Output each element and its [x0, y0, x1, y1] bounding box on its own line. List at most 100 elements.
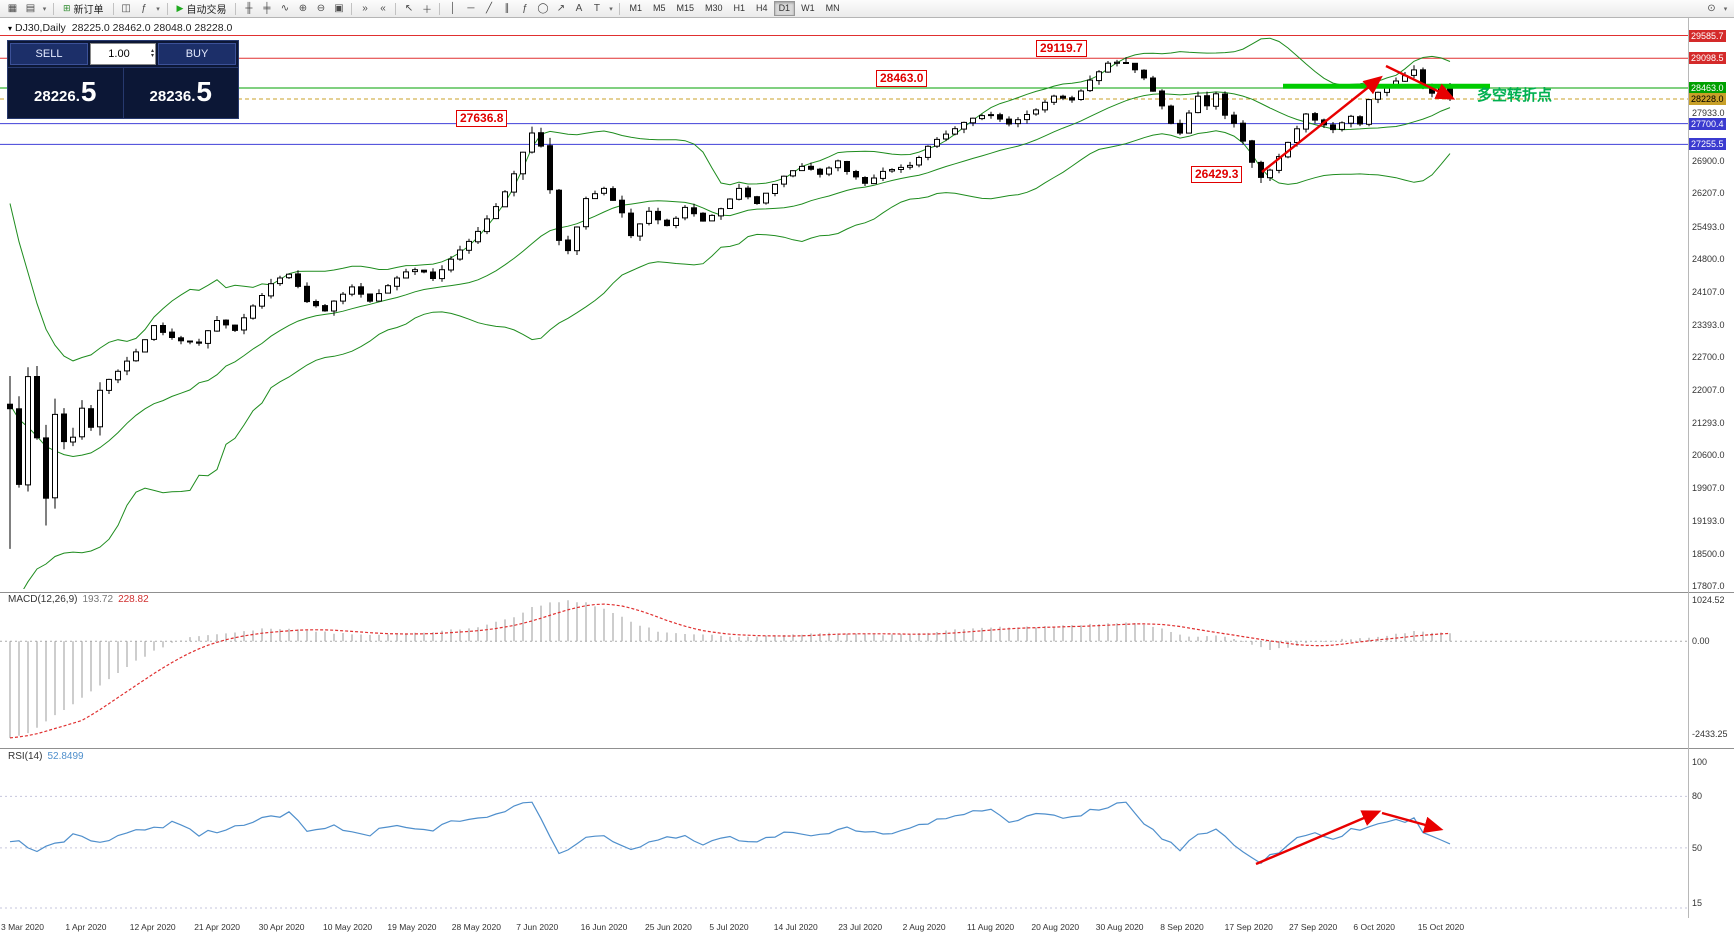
indicators-icon[interactable]: ƒ	[141, 3, 147, 14]
trendline-icon[interactable]: ╱	[485, 3, 492, 14]
fibonacci-icon[interactable]: ƒ	[522, 3, 528, 14]
macd-axis-zero: 0.00	[1692, 636, 1710, 646]
sell-price[interactable]: 28226. 5	[8, 68, 123, 118]
toolbar-separator	[235, 2, 237, 15]
timeframe-mn[interactable]: MN	[825, 3, 840, 13]
date-label: 25 Jun 2020	[645, 922, 692, 932]
date-label: 15 Oct 2020	[1417, 922, 1465, 932]
buy-price-big-digit: 5	[196, 76, 212, 107]
price-callout[interactable]: 27636.8	[456, 110, 508, 127]
quick-nav-icon[interactable]: ▾	[1723, 5, 1728, 13]
ohlc-values: 28225.0 28462.0 28048.0 28228.0	[71, 22, 233, 34]
main-toolbar: ▦ ▤ ▾ ⊞ 新订单 ◫ ƒ ▾ ▶ 自动交易 ╫ ╪ ∿ ⊕ ⊖ ▣ » « ↖ ＋ │ ─ ╱ ∥ ƒ ◯ ↗ A T ▾ M1 M5 M…	[0, 0, 1734, 18]
price-callout[interactable]: 28463.0	[876, 70, 928, 87]
price-axis-label: 19907.0	[1692, 482, 1725, 493]
line-chart-icon[interactable]: ∿	[280, 3, 290, 14]
rsi-axis-80: 80	[1692, 791, 1703, 801]
lot-decrease-icon[interactable]: ▾	[150, 53, 154, 59]
rsi-axis-15: 15	[1692, 898, 1703, 908]
search-icon[interactable]: ⊙	[1707, 3, 1716, 14]
chart-mode-icon[interactable]: ◫	[121, 3, 131, 14]
timeframe-h4[interactable]: H4	[756, 3, 768, 13]
crosshair-icon[interactable]: ＋	[421, 5, 432, 16]
date-axis[interactable]: 3 Mar 2020 1 Apr 2020 12 Apr 2020 21 Apr 20…	[0, 918, 1734, 939]
turning-point-annotation[interactable]: 多空转折点	[1477, 87, 1553, 104]
tile-windows-icon[interactable]: ▣	[334, 3, 344, 14]
date-label: 27 Sep 2020	[1289, 922, 1338, 932]
macd-axis-min: -2433.25	[1692, 729, 1728, 739]
date-label: 23 Jul 2020	[838, 922, 883, 932]
timeframe-m30[interactable]: M30	[705, 3, 723, 13]
chart-profiles-icon[interactable]: ▤	[25, 3, 36, 14]
sell-button[interactable]: SELL	[10, 43, 88, 65]
date-label: 17 Sep 2020	[1224, 922, 1273, 932]
price-axis-label: 17807.0	[1692, 580, 1725, 591]
new-order-button[interactable]: ⊞ 新订单	[58, 1, 109, 16]
text-icon[interactable]: A	[575, 3, 583, 14]
zoom-out-icon[interactable]: ⊖	[316, 3, 326, 14]
macd-main-value: 193.72	[82, 594, 114, 605]
timeframe-d1[interactable]: D1	[773, 1, 796, 16]
main-chart-layer[interactable]	[0, 35, 1688, 606]
sell-price-main: 28226.	[34, 88, 80, 105]
horizontal-line-icon[interactable]: ─	[467, 3, 475, 14]
timeframe-m1[interactable]: M1	[629, 3, 642, 13]
lot-increase-icon[interactable]: ▴	[150, 48, 154, 54]
macd-signal-value: 228.82	[118, 594, 149, 605]
price-callout[interactable]: 26429.3	[1191, 166, 1243, 183]
chart-list-dropdown-icon[interactable]: ▾	[42, 5, 47, 13]
timeframe-m15[interactable]: M15	[676, 3, 695, 13]
text-label-icon[interactable]: T	[593, 3, 601, 14]
arrows-tool-icon[interactable]: ↗	[556, 3, 566, 14]
tools-dropdown-icon[interactable]: ▾	[609, 5, 613, 13]
auto-scroll-icon[interactable]: »	[362, 3, 368, 14]
bar-chart-icon[interactable]: ╫	[245, 3, 253, 14]
macd-indicator-label: MACD(12,26,9) 193.72 228.82	[8, 594, 149, 605]
price-axis-label: 21293.0	[1692, 418, 1725, 429]
rsi-layer[interactable]	[0, 795, 1688, 909]
price-axis-label: 22700.0	[1692, 352, 1725, 363]
price-axis-label: 20600.0	[1692, 450, 1725, 461]
lot-size-input[interactable]: 1.00 ▴ ▾	[90, 43, 156, 65]
price-callout[interactable]: 29119.7	[1036, 40, 1087, 57]
buy-price-main: 28236.	[149, 88, 196, 105]
date-label: 3 Mar 2020	[1, 922, 44, 932]
price-axis[interactable]: 27933.0 26900.0 26207.0 25493.0 24800.0 24107…	[1689, 18, 1734, 918]
date-label: 14 Jul 2020	[773, 922, 818, 932]
price-axis-label: 23393.0	[1692, 319, 1725, 330]
timeframe-m5[interactable]: M5	[652, 3, 666, 13]
rsi-panel-separator[interactable]	[0, 748, 1734, 749]
macd-layer[interactable]	[0, 600, 1688, 739]
toolbar-separator	[395, 2, 397, 15]
vertical-line-icon[interactable]: │	[449, 3, 457, 14]
rsi-name: RSI(14)	[8, 751, 43, 762]
date-label: 7 Jun 2020	[516, 922, 559, 932]
buy-button[interactable]: BUY	[158, 43, 236, 65]
shapes-icon[interactable]: ◯	[537, 3, 549, 14]
timeframe-w1[interactable]: W1	[801, 3, 815, 13]
date-label: 30 Apr 2020	[258, 922, 305, 932]
rsi-value: 52.8499	[47, 751, 84, 762]
date-label: 28 May 2020	[451, 922, 501, 932]
timeframe-h1[interactable]: H1	[733, 3, 746, 13]
indicators-dropdown-icon[interactable]: ▾	[156, 5, 160, 13]
sell-price-big-digit: 5	[80, 76, 97, 107]
date-label: 30 Aug 2020	[1095, 922, 1144, 932]
new-chart-icon[interactable]: ▦	[7, 3, 18, 14]
rsi-axis-50: 50	[1692, 843, 1703, 853]
macd-panel-separator[interactable]	[0, 592, 1734, 593]
price-axis-label: 26207.0	[1692, 188, 1725, 199]
chart-shift-icon[interactable]: «	[380, 3, 386, 14]
price-axis-label-blue: 27700.4	[1689, 117, 1726, 130]
autotrade-button[interactable]: ▶ 自动交易	[172, 1, 232, 16]
channel-icon[interactable]: ∥	[504, 3, 510, 14]
candlestick-chart-icon[interactable]: ╪	[263, 3, 271, 14]
zoom-in-icon[interactable]: ⊕	[298, 3, 308, 14]
date-label: 20 Aug 2020	[1031, 922, 1080, 932]
price-axis-separator	[1688, 18, 1689, 918]
cursor-icon[interactable]: ↖	[404, 3, 414, 14]
buy-price[interactable]: 28236. 5	[122, 68, 239, 118]
